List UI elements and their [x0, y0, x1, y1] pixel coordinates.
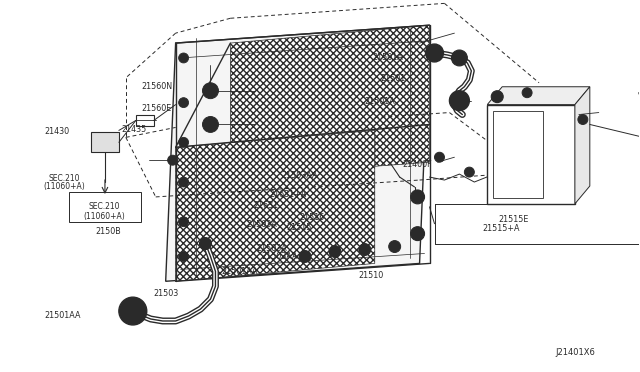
Text: 21501AA: 21501AA	[221, 267, 258, 276]
Circle shape	[578, 115, 588, 125]
Circle shape	[207, 88, 214, 94]
Text: 21503A: 21503A	[256, 244, 287, 253]
Text: 21516: 21516	[300, 213, 325, 222]
Circle shape	[449, 91, 469, 110]
Circle shape	[202, 83, 218, 99]
Text: 21560N: 21560N	[141, 82, 173, 91]
Text: 21515E: 21515E	[499, 215, 529, 224]
Polygon shape	[230, 25, 429, 177]
Bar	[69, 192, 141, 222]
Text: 21503A: 21503A	[246, 220, 278, 229]
Text: 21631: 21631	[253, 201, 278, 210]
Circle shape	[465, 167, 474, 177]
Text: 2150B: 2150B	[96, 227, 122, 235]
Text: 21515: 21515	[287, 223, 312, 232]
Circle shape	[202, 116, 218, 132]
Circle shape	[522, 88, 532, 98]
Bar	[91, 132, 119, 152]
Bar	[487, 105, 575, 204]
Circle shape	[179, 53, 189, 63]
Circle shape	[168, 155, 178, 165]
Text: 21501: 21501	[381, 74, 406, 83]
Circle shape	[359, 244, 371, 256]
Text: 21510: 21510	[358, 271, 383, 280]
Circle shape	[124, 302, 142, 320]
Text: 21501A: 21501A	[365, 97, 396, 106]
Text: (11060+A): (11060+A)	[43, 182, 84, 191]
Circle shape	[179, 137, 189, 147]
Polygon shape	[487, 87, 590, 105]
Circle shape	[329, 246, 341, 257]
Text: 21430: 21430	[45, 127, 70, 136]
Circle shape	[453, 95, 465, 107]
Circle shape	[426, 44, 444, 62]
Circle shape	[179, 251, 189, 262]
Circle shape	[492, 91, 503, 103]
Text: 21400F: 21400F	[403, 160, 433, 169]
Circle shape	[411, 227, 424, 241]
Circle shape	[435, 152, 444, 162]
Text: SEC.210: SEC.210	[88, 202, 120, 211]
Text: 21503AA: 21503AA	[282, 171, 318, 180]
Circle shape	[388, 241, 401, 253]
Text: (11060+A): (11060+A)	[83, 212, 125, 221]
Text: 21503: 21503	[153, 289, 179, 298]
Circle shape	[179, 98, 189, 108]
Circle shape	[299, 250, 311, 262]
Circle shape	[411, 190, 424, 204]
Text: 21501AA: 21501AA	[45, 311, 81, 320]
Polygon shape	[575, 87, 590, 204]
Text: 21631+A: 21631+A	[269, 190, 307, 199]
Polygon shape	[175, 131, 375, 281]
Text: J21401X6: J21401X6	[556, 349, 596, 357]
Circle shape	[179, 217, 189, 227]
Circle shape	[119, 297, 147, 325]
Circle shape	[207, 122, 214, 128]
Text: 21435: 21435	[121, 125, 147, 134]
Bar	[136, 115, 154, 126]
Bar	[493, 110, 543, 198]
Circle shape	[200, 238, 211, 250]
Polygon shape	[166, 25, 429, 281]
Circle shape	[179, 177, 189, 187]
Text: 21503AA: 21503AA	[261, 252, 298, 262]
Circle shape	[429, 48, 440, 58]
Circle shape	[451, 50, 467, 66]
Text: 21560E: 21560E	[141, 104, 172, 113]
Text: SEC.210: SEC.210	[48, 174, 79, 183]
Text: 21501A: 21501A	[372, 53, 403, 62]
Text: 21515+A: 21515+A	[483, 224, 520, 233]
